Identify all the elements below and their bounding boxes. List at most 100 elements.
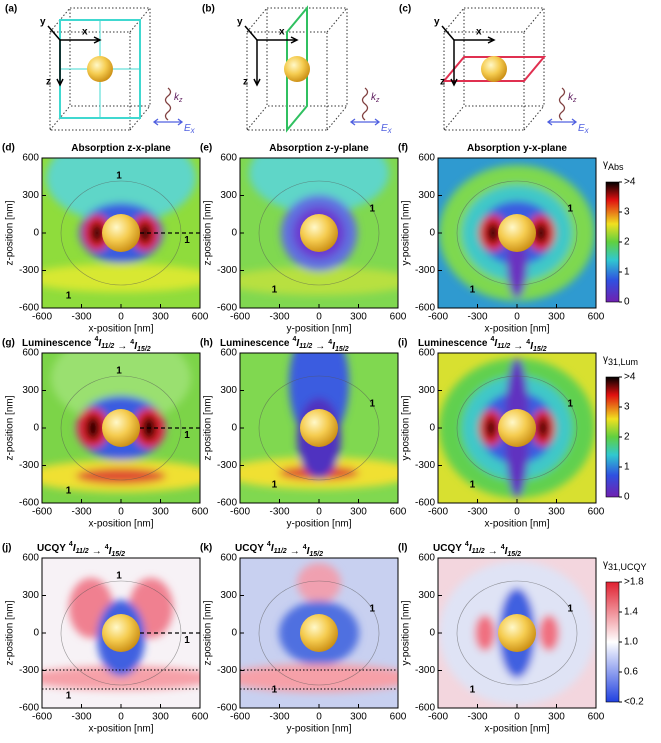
contour	[456, 375, 578, 481]
k-subscript: z	[375, 97, 380, 104]
nanoparticle	[300, 409, 338, 447]
colorbar-tick-label: 1	[624, 462, 630, 473]
wave-vector-label: kz	[568, 92, 577, 104]
axis-arrow	[244, 25, 258, 41]
y-tick-label: 0	[231, 423, 237, 434]
y-axis-label: y-position [nm]	[401, 200, 412, 265]
heatmap	[42, 158, 200, 308]
level-symbol: I	[73, 543, 76, 554]
axis-letter: x	[476, 27, 482, 38]
panel-title: Absorption z-x-plane	[71, 143, 171, 154]
level-sup: 4	[105, 544, 109, 551]
y-tick-label: 300	[418, 385, 435, 396]
heat-region	[42, 264, 200, 292]
y-tick-label: 600	[418, 348, 435, 359]
nanoparticle	[300, 214, 338, 252]
panel-label: (l)	[398, 543, 407, 554]
polarization-arrow	[546, 118, 578, 126]
y-tick-label: 300	[22, 385, 39, 396]
panel-title: Luminescence 4I11/2 → 4I15/2	[220, 336, 349, 353]
heat-region	[51, 353, 191, 423]
axis-arrow	[253, 40, 261, 87]
heatmap	[438, 158, 596, 308]
wave	[361, 87, 369, 121]
y-tick-label: 300	[418, 590, 435, 601]
level-sub: 15/2	[335, 346, 349, 353]
heat-region	[486, 418, 496, 438]
arrow: →	[315, 341, 325, 352]
colorbar-symbol: γ	[603, 354, 608, 365]
heat-region	[535, 223, 547, 243]
y-tick-label: -600	[19, 498, 39, 509]
level-sup: 4	[465, 541, 469, 548]
heat-region	[86, 416, 100, 440]
x-tick-label: 600	[390, 312, 407, 323]
colorbar	[605, 581, 620, 703]
contour-label: 1	[116, 571, 122, 582]
k-symbol: k	[174, 92, 180, 103]
arrow: →	[290, 546, 300, 557]
colorbar-tick-label: >4	[624, 372, 636, 383]
nanoparticle	[498, 409, 536, 447]
y-tick-label: -300	[217, 665, 237, 676]
y-tick-label: 300	[418, 190, 435, 201]
contour-label: 1	[272, 480, 278, 491]
cube-edge	[463, 7, 545, 107]
y-tick-label: 600	[22, 348, 39, 359]
y-axis-label: z-position [nm]	[203, 600, 214, 665]
k-subscript: z	[178, 97, 183, 104]
y-tick-label: 0	[231, 228, 237, 239]
colorbar-tick-label: 1.0	[624, 637, 638, 648]
contour-label: 1	[272, 685, 278, 696]
axis-arrow	[56, 40, 64, 87]
x-tick-label: 600	[192, 312, 209, 323]
x-tick-label: -300	[467, 507, 487, 518]
heat-region	[139, 223, 151, 243]
level-sub: 11/2	[101, 343, 114, 350]
panel-label: (c)	[399, 4, 411, 15]
level-symbol: I	[494, 338, 497, 349]
x-axis-label: y-position [nm]	[286, 519, 351, 530]
level-symbol: I	[307, 546, 310, 557]
y-tick-label: 0	[231, 628, 237, 639]
x-tick-label: 300	[350, 312, 367, 323]
contour-label: 1	[470, 285, 476, 296]
contour	[258, 180, 380, 286]
contour-label: 1	[66, 691, 72, 702]
y-tick-label: 0	[429, 228, 435, 239]
y-tick-label: 600	[418, 153, 435, 164]
wave-vector-label: kz	[371, 92, 380, 104]
heat-region	[240, 664, 398, 692]
level-symbol: I	[469, 543, 472, 554]
panel-label: (a)	[5, 4, 17, 15]
x-tick-label: 600	[390, 507, 407, 518]
heat-region	[297, 563, 341, 603]
x-tick-label: 600	[390, 712, 407, 723]
y-tick-label: -600	[217, 303, 237, 314]
x-tick-label: -300	[467, 712, 487, 723]
y-tick-label: 300	[22, 190, 39, 201]
x-tick-label: -300	[71, 507, 91, 518]
colorbar-tick-label: 1	[624, 267, 630, 278]
contour	[456, 180, 578, 286]
contour	[258, 580, 380, 686]
x-axis-label: x-position [nm]	[484, 724, 549, 735]
contour-label: 1	[370, 204, 376, 215]
axis-letter: y	[434, 17, 440, 28]
level-sub: 11/2	[76, 548, 89, 555]
colorbar-title: γAbs	[603, 159, 624, 173]
y-tick-label: 600	[22, 553, 39, 564]
cube-edge	[246, 7, 268, 33]
colorbar-symbol: γ	[603, 159, 608, 170]
level-sub: 15/2	[533, 346, 547, 353]
heatmap	[240, 558, 398, 708]
nanoparticle	[102, 614, 140, 652]
y-tick-label: -300	[19, 265, 39, 276]
contour	[456, 580, 578, 686]
y-tick-label: 300	[220, 190, 237, 201]
heatmap	[42, 353, 200, 503]
panel-title: UCQY 4I11/2 → 4I15/2	[433, 541, 521, 558]
level-sup: 4	[501, 544, 505, 551]
x-tick-label: -300	[269, 712, 289, 723]
contour	[258, 375, 380, 481]
